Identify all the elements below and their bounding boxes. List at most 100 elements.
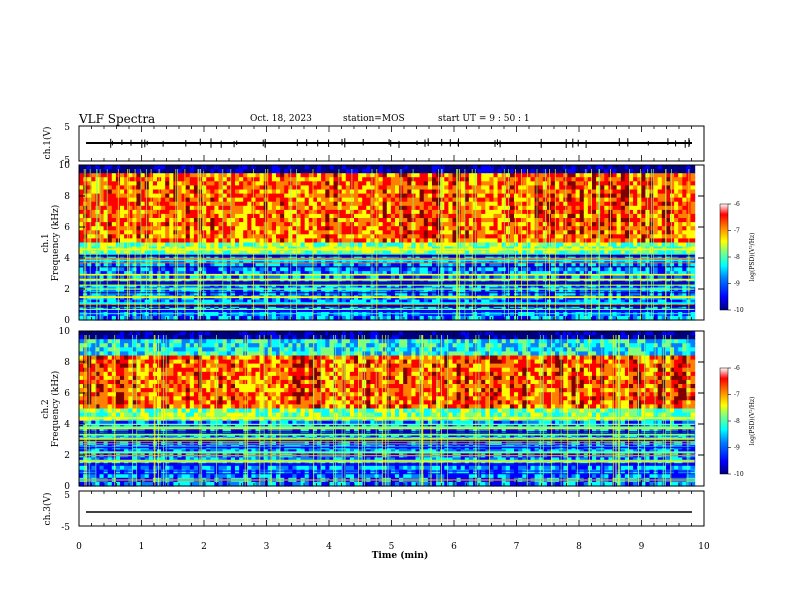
spectrogram-cell bbox=[366, 165, 371, 170]
spectrogram-cell bbox=[530, 267, 536, 272]
spectrogram-cell bbox=[440, 315, 445, 321]
spectrogram-cell bbox=[522, 226, 527, 231]
spectrogram-cell bbox=[321, 315, 326, 321]
spectrogram-cell bbox=[485, 197, 490, 203]
spectrogram-cell bbox=[107, 267, 113, 272]
spectrogram-cell bbox=[79, 197, 84, 203]
spectrogram-cell bbox=[575, 254, 581, 260]
spectrogram-cell bbox=[456, 213, 462, 219]
spectrogram-cell bbox=[477, 189, 482, 195]
spectrogram-cell bbox=[103, 291, 109, 297]
spectrogram-cell bbox=[296, 299, 302, 305]
spectrogram-cell bbox=[333, 173, 339, 178]
spectrogram-cell bbox=[354, 222, 359, 227]
spectrogram-cell bbox=[79, 218, 84, 223]
spectrogram-cell bbox=[296, 169, 302, 174]
spectrogram-cell bbox=[300, 185, 306, 191]
spectrogram-cell bbox=[551, 275, 556, 280]
spectrogram-cell bbox=[362, 222, 367, 227]
spectrogram-cell bbox=[222, 275, 228, 280]
spectrogram-cell bbox=[300, 230, 306, 235]
spectrogram-cell bbox=[596, 218, 601, 223]
spectrogram-cell bbox=[432, 189, 437, 195]
spectrogram-cell bbox=[448, 173, 454, 178]
spectrogram-cell bbox=[571, 254, 577, 260]
spectrogram-cell bbox=[87, 226, 92, 231]
spectrogram-cell bbox=[304, 299, 310, 305]
spectrogram-cell bbox=[493, 165, 499, 170]
spectrogram-cell bbox=[341, 267, 347, 272]
spectrogram-cell bbox=[181, 275, 187, 280]
spectrogram-cell bbox=[337, 291, 343, 297]
spectrogram-cell bbox=[604, 238, 609, 244]
spectrogram-cell bbox=[530, 250, 536, 256]
spectrogram-cell bbox=[600, 226, 605, 231]
spectrogram-cell bbox=[214, 197, 220, 203]
spectrogram-cell bbox=[386, 275, 392, 280]
spectrogram-cell bbox=[358, 254, 363, 260]
spectrogram-cell bbox=[107, 185, 113, 191]
spectrogram-cell bbox=[440, 222, 445, 227]
spectrogram-cell bbox=[280, 291, 285, 297]
spectrogram-cell bbox=[575, 291, 581, 297]
spectrogram-cell bbox=[103, 238, 109, 244]
spectrogram-cell bbox=[284, 262, 289, 268]
spectrogram-cell bbox=[329, 181, 335, 186]
spectrogram-cell bbox=[189, 234, 195, 239]
spectrogram-cell bbox=[362, 262, 367, 268]
spectrogram-cell bbox=[218, 267, 224, 272]
spectrogram-cell bbox=[456, 205, 462, 211]
spectrogram-cell bbox=[587, 173, 593, 178]
spectrogram-cell bbox=[587, 275, 593, 280]
spectrogram-cell bbox=[390, 299, 396, 305]
spectrogram-cell bbox=[477, 226, 482, 231]
spectrogram-cell bbox=[489, 173, 495, 178]
spectrogram-cell bbox=[345, 238, 351, 244]
spectrogram-cell bbox=[370, 262, 376, 268]
spectrogram-cell bbox=[370, 230, 376, 235]
spectrogram-cell bbox=[308, 250, 314, 256]
spectrogram-cell bbox=[464, 267, 470, 272]
spectrogram-cell bbox=[230, 177, 236, 182]
spectrogram-cell bbox=[255, 267, 261, 272]
spectrogram-cell bbox=[382, 197, 388, 203]
spectrogram-cell bbox=[177, 169, 183, 174]
spectrogram-cell bbox=[366, 201, 371, 207]
spectrogram-cell bbox=[214, 299, 220, 305]
spectrogram-cell bbox=[210, 197, 215, 203]
spectrogram-cell bbox=[362, 275, 367, 280]
spectrogram-cell bbox=[354, 230, 359, 235]
spectrogram-cell bbox=[144, 185, 150, 191]
spectrogram-cell bbox=[329, 201, 335, 207]
spectrogram-cell bbox=[538, 242, 544, 248]
spectrogram-cell bbox=[304, 165, 310, 170]
spectrogram-cell bbox=[337, 234, 343, 239]
spectrogram-cell bbox=[604, 222, 609, 227]
spectrogram-cell bbox=[460, 197, 466, 203]
spectrogram-cell bbox=[165, 201, 170, 207]
spectrogram-cell bbox=[271, 209, 277, 215]
spectrogram-cell bbox=[124, 169, 129, 174]
spectrogram-cell bbox=[226, 250, 232, 256]
spectrogram-cell bbox=[587, 169, 593, 174]
spectrogram-cell bbox=[247, 230, 252, 235]
spectrogram-cell bbox=[218, 173, 224, 178]
spectrogram-cell bbox=[124, 250, 129, 256]
spectrogram-cell bbox=[271, 238, 277, 244]
spectrogram-cell bbox=[99, 254, 105, 260]
spectrogram-cell bbox=[337, 271, 343, 276]
spectrogram-cell bbox=[526, 169, 532, 174]
spectrogram-cell bbox=[202, 222, 207, 227]
spectrogram-cell bbox=[161, 213, 166, 219]
spectrogram-cell bbox=[230, 315, 236, 321]
spectrogram-cell bbox=[448, 262, 454, 268]
spectrogram-cell bbox=[468, 267, 474, 272]
spectrogram-cell bbox=[243, 291, 248, 297]
spectrogram-cell bbox=[551, 262, 556, 268]
spectrogram-cell bbox=[161, 250, 166, 256]
spectrogram-cell bbox=[107, 315, 113, 321]
spectrogram-cell bbox=[542, 238, 548, 244]
spectrogram-cell bbox=[538, 262, 544, 268]
spectrogram-cell bbox=[411, 189, 417, 195]
spectrogram-cell bbox=[214, 185, 220, 191]
